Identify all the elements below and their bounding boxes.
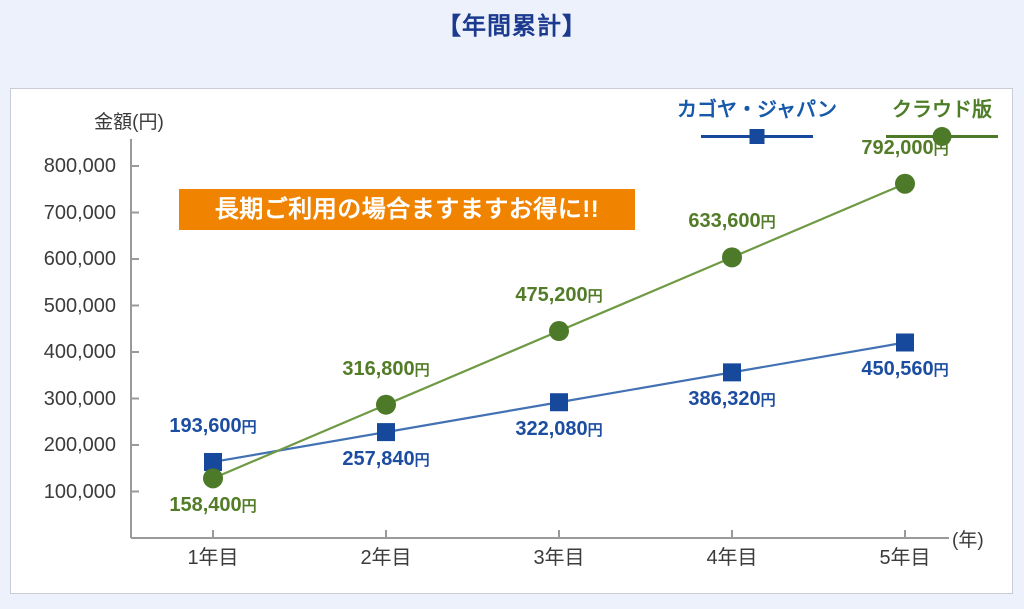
data-point-label: 792,000円 xyxy=(861,136,949,159)
y-tick-label: 200,000 xyxy=(43,434,116,456)
line-chart xyxy=(130,139,949,539)
legend-item-cloud: クラウド版 xyxy=(856,93,1024,147)
data-point-label: 450,560円 xyxy=(861,358,949,381)
circle-marker xyxy=(895,173,915,194)
chart-panel: 金額(円) カゴヤ・ジャパン クラウド版 長期ご利用の場合ますますお得に!! 8… xyxy=(10,88,1013,594)
y-tick-label: 500,000 xyxy=(43,294,116,317)
square-marker xyxy=(204,452,222,471)
legend-marker-circle xyxy=(856,125,1024,147)
y-tick-label: 300,000 xyxy=(43,387,116,410)
y-axis-title: 金額(円) xyxy=(94,112,164,133)
legend: カゴヤ・ジャパン クラウド版 xyxy=(11,93,1012,146)
legend-marker-square xyxy=(651,125,863,147)
legend-label-kagoya-japan: カゴヤ・ジャパン xyxy=(677,99,837,121)
y-tick-label: 600,000 xyxy=(43,248,116,270)
data-point-label: 633,600円 xyxy=(688,210,776,233)
square-marker xyxy=(377,423,395,442)
x-tick-label: 4年目 xyxy=(706,547,758,569)
square-marker xyxy=(896,333,914,352)
x-axis-title: (年) xyxy=(952,530,984,551)
data-point-label: 386,320円 xyxy=(688,388,776,411)
promo-banner: 長期ご利用の場合ますますお得に!! xyxy=(179,189,635,230)
y-tick-label: 400,000 xyxy=(43,341,116,363)
data-point-label: 322,080円 xyxy=(515,418,603,441)
circle-marker xyxy=(722,247,742,268)
x-tick-label: 5年目 xyxy=(879,547,931,569)
page-title: 【年間累計】 xyxy=(437,13,587,40)
data-point-label: 475,200円 xyxy=(515,284,603,307)
square-marker xyxy=(723,363,741,382)
x-tick-label: 1年目 xyxy=(187,547,239,569)
legend-item-kagoya-japan: カゴヤ・ジャパン xyxy=(651,93,863,147)
x-tick-label: 2年目 xyxy=(360,547,412,569)
circle-marker xyxy=(376,394,396,415)
square-marker xyxy=(550,393,568,412)
legend-label-cloud: クラウド版 xyxy=(892,99,992,121)
y-tick-label: 800,000 xyxy=(43,155,116,177)
y-tick-label: 700,000 xyxy=(43,201,116,224)
circle-marker xyxy=(203,468,223,489)
y-tick-label: 100,000 xyxy=(43,480,116,503)
data-point-label: 193,600円 xyxy=(169,414,257,437)
x-tick-label: 3年目 xyxy=(533,547,585,569)
data-point-label: 158,400円 xyxy=(169,494,257,517)
circle-marker xyxy=(549,321,569,342)
data-point-label: 316,800円 xyxy=(342,357,430,380)
data-point-label: 257,840円 xyxy=(342,448,430,471)
